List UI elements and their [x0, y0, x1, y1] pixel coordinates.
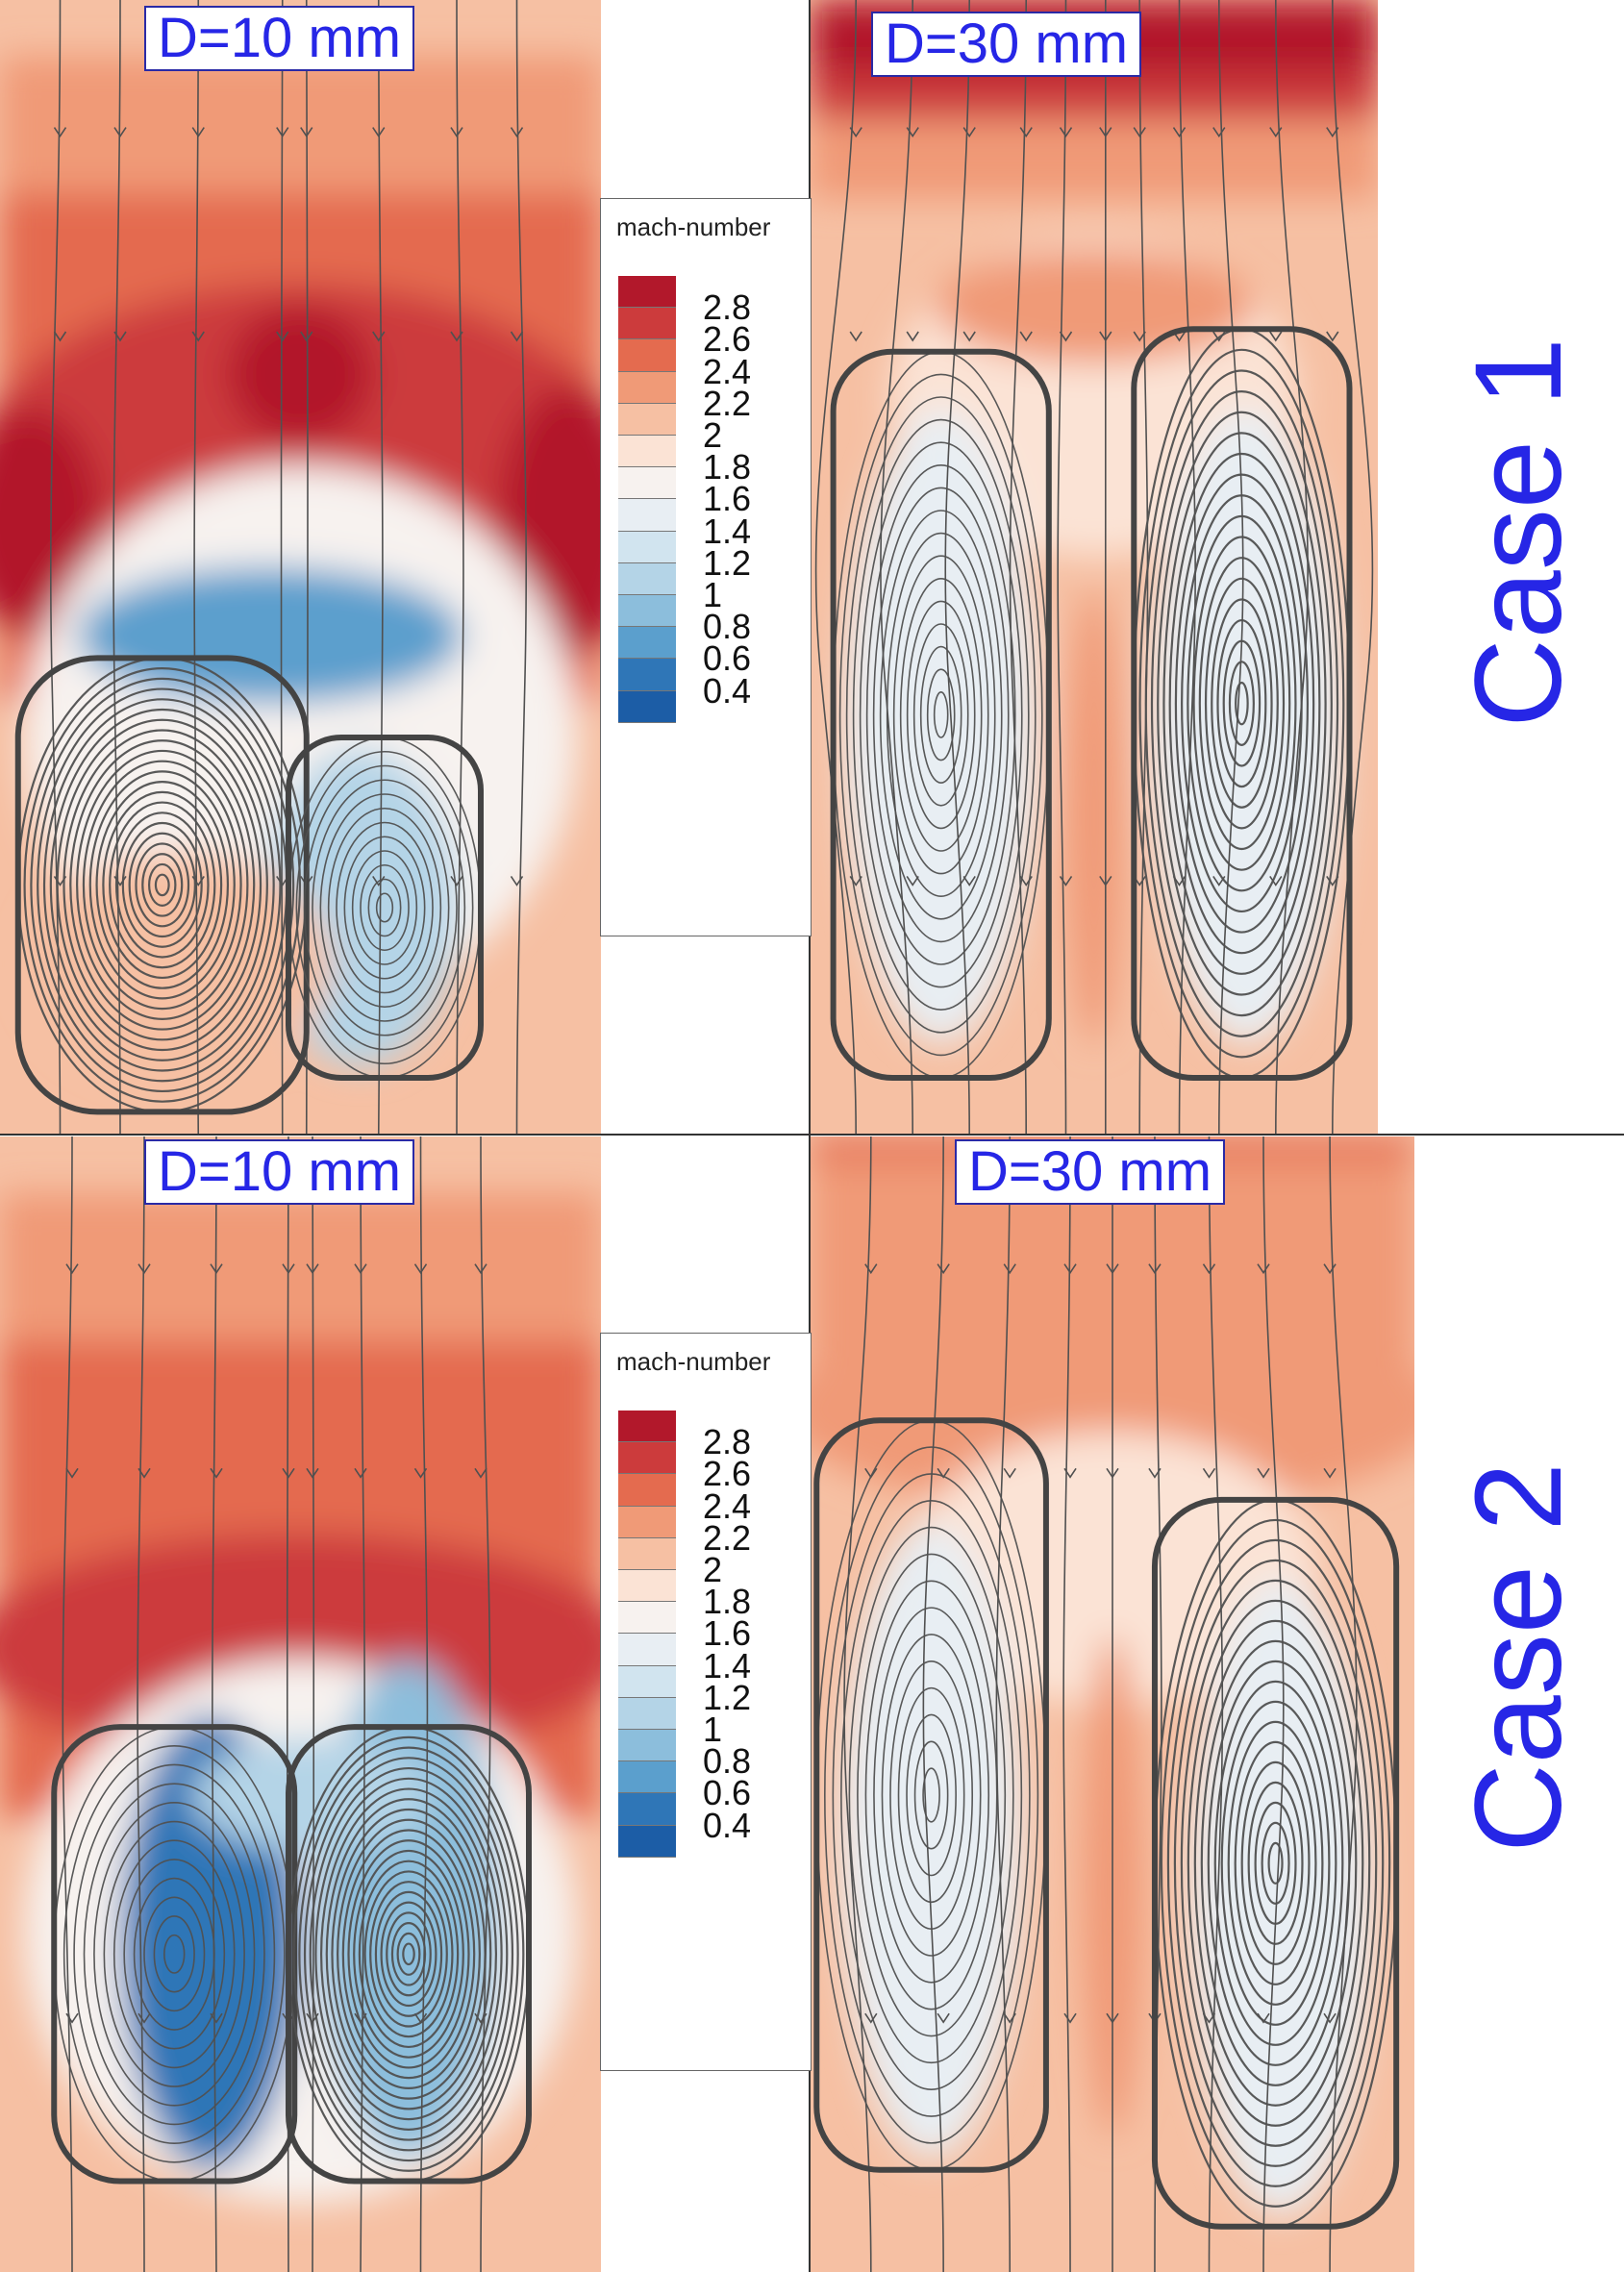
legend-tick-label: 2.4 — [703, 351, 752, 391]
legend-swatch — [618, 1537, 676, 1570]
legend-swatch — [618, 1793, 676, 1826]
legend-swatch — [618, 1570, 676, 1603]
legend-swatch — [618, 1634, 676, 1666]
legend-tick-label: 1 — [703, 1710, 723, 1749]
legend-tick-label: 1.6 — [703, 479, 752, 519]
legend-tick-label: 1.4 — [703, 511, 752, 551]
panel-label-case2-d30: D=30 mm — [955, 1139, 1226, 1205]
column-divider — [809, 0, 811, 2272]
legend-tick-label: 0.8 — [703, 607, 752, 647]
legend-swatch — [618, 562, 676, 595]
legend-tick-label: 0.6 — [703, 638, 752, 679]
vortex-2 — [286, 1724, 532, 2185]
contour-plot — [811, 1136, 1414, 2272]
legend-tick-label: 0.8 — [703, 1741, 752, 1782]
color-legend-case1: mach-number 2.8 2.6 2.4 2.2 2 1.8 1.6 1.4 1.2 1 0.… — [600, 198, 812, 936]
vortex-1 — [830, 348, 1052, 1081]
legend-swatch — [618, 595, 676, 628]
vortex-boundary — [1131, 326, 1353, 1081]
legend-swatch — [618, 1411, 676, 1443]
legend-tick-label: 2.6 — [703, 1454, 752, 1494]
contour-plot — [811, 0, 1378, 1135]
vortex-2 — [1151, 1496, 1400, 2230]
legend-tick-label: 2 — [703, 415, 723, 455]
legend-tick-label: 0.6 — [703, 1773, 752, 1813]
legend-title: mach-number — [616, 1347, 771, 1376]
case-label-case2: Case 2 — [1450, 1462, 1587, 1853]
legend-tick-label: 1.6 — [703, 1613, 752, 1654]
legend-swatch — [618, 627, 676, 660]
vortex-boundary — [286, 1724, 532, 2185]
legend-swatch — [618, 1602, 676, 1635]
legend-swatch — [618, 276, 676, 309]
legend-tick-label: 2.8 — [703, 287, 752, 328]
vortex-boundary — [14, 655, 310, 1115]
legend-tick-label: 0.4 — [703, 670, 752, 711]
legend-tick-label: 1.2 — [703, 1677, 752, 1717]
legend-swatch — [618, 467, 676, 500]
legend-tick-label: 0.4 — [703, 1805, 752, 1845]
row-divider — [0, 1134, 1624, 1136]
legend-swatch — [618, 308, 676, 340]
vortex-1 — [14, 655, 310, 1115]
vortex-2 — [286, 735, 484, 1081]
legend-swatch — [618, 1474, 676, 1507]
legend-swatch — [618, 1442, 676, 1475]
legend-tick-label: 2.2 — [703, 1517, 752, 1558]
legend-title: mach-number — [616, 212, 771, 241]
legend-tick-label: 2.4 — [703, 1486, 752, 1526]
contour-panel-case1-d10 — [0, 0, 601, 1135]
legend-tick-label: 1.2 — [703, 542, 752, 583]
contour-plot — [0, 1136, 601, 2272]
panel-label-case1-d10: D=10 mm — [144, 6, 415, 71]
legend-swatch — [618, 499, 676, 532]
legend-swatch — [618, 1825, 676, 1858]
mach-contours — [0, 57, 601, 1078]
legend-tick-label: 1.4 — [703, 1645, 752, 1685]
legend-swatch — [618, 1665, 676, 1698]
contour-panel-case2-d10 — [0, 1136, 601, 2272]
vortex-boundary — [813, 1417, 1049, 2173]
vortex-boundary — [830, 348, 1052, 1081]
legend-tick-label: 1.8 — [703, 447, 752, 487]
vortex-boundary — [1151, 1496, 1400, 2230]
contour-panel-case2-d30 — [811, 1136, 1414, 2272]
panel-label-case1-d30: D=30 mm — [871, 12, 1142, 77]
legend-tick-label: 1.8 — [703, 1582, 752, 1622]
legend-tick-label: 2.2 — [703, 383, 752, 423]
vortex-1 — [813, 1417, 1049, 2173]
color-legend-case2: mach-number 2.8 2.6 2.4 2.2 2 1.8 1.6 1.4 1.2 1 0.… — [600, 1333, 812, 2071]
legend-swatch — [618, 1730, 676, 1762]
vortex-boundary — [286, 735, 484, 1081]
legend-tick-label: 1 — [703, 575, 723, 614]
legend-swatch — [618, 659, 676, 691]
vortex-2 — [1131, 326, 1353, 1081]
legend-swatch — [618, 403, 676, 436]
contour-plot — [0, 0, 601, 1135]
case-label-case1: Case 1 — [1450, 337, 1587, 728]
contour-panel-case1-d30 — [811, 0, 1378, 1135]
legend-swatch — [618, 531, 676, 563]
streamlines — [62, 1136, 491, 2272]
legend-swatch — [618, 1697, 676, 1730]
legend-swatch — [618, 339, 676, 372]
legend-swatch — [618, 436, 676, 468]
legend-tick-label: 2.6 — [703, 319, 752, 360]
legend-tick-label: 2 — [703, 1550, 723, 1589]
panel-label-case2-d10: D=10 mm — [144, 1139, 415, 1205]
legend-swatch — [618, 1506, 676, 1538]
legend-swatch — [618, 1761, 676, 1794]
mach-contours — [811, 0, 1378, 1044]
legend-swatch — [618, 371, 676, 404]
legend-swatch — [618, 690, 676, 723]
legend-tick-label: 2.8 — [703, 1422, 752, 1462]
